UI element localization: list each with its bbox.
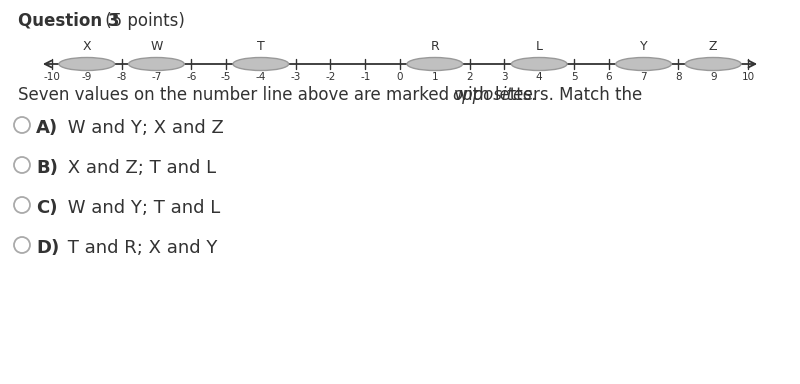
Text: X: X [82,40,91,53]
Text: 0: 0 [397,72,403,82]
Text: -6: -6 [186,72,196,82]
Text: W: W [150,40,162,53]
Text: -9: -9 [82,72,92,82]
Text: R: R [430,40,439,53]
Text: Seven values on the number line above are marked with letters. Match the: Seven values on the number line above ar… [18,86,647,104]
Text: A): A) [36,119,58,137]
Ellipse shape [59,58,114,71]
Text: -1: -1 [360,72,370,82]
Text: Y: Y [640,40,647,53]
Text: opposites.: opposites. [452,86,538,104]
Ellipse shape [686,58,741,71]
Text: (5 points): (5 points) [100,12,185,30]
Ellipse shape [616,58,671,71]
Text: 8: 8 [675,72,682,82]
Text: X and Z; T and L: X and Z; T and L [62,159,216,177]
Text: Question 3: Question 3 [18,12,119,30]
Text: 5: 5 [570,72,578,82]
Text: B): B) [36,159,58,177]
Ellipse shape [233,58,289,71]
Text: -8: -8 [117,72,126,82]
Text: C): C) [36,199,58,217]
Text: 10: 10 [742,72,754,82]
Text: 4: 4 [536,72,542,82]
Text: -5: -5 [221,72,231,82]
Ellipse shape [407,58,462,71]
Text: -10: -10 [43,72,61,82]
Text: -2: -2 [326,72,335,82]
Text: -4: -4 [256,72,266,82]
Text: L: L [536,40,542,53]
Text: W and Y; X and Z: W and Y; X and Z [62,119,224,137]
Text: 1: 1 [431,72,438,82]
Text: 9: 9 [710,72,717,82]
Text: 3: 3 [501,72,508,82]
Text: -3: -3 [290,72,301,82]
Text: D): D) [36,239,59,257]
Text: T and R; X and Y: T and R; X and Y [62,239,218,257]
Text: -7: -7 [151,72,162,82]
Text: Z: Z [709,40,718,53]
Ellipse shape [129,58,184,71]
Text: W and Y; T and L: W and Y; T and L [62,199,220,217]
Text: 2: 2 [466,72,473,82]
Ellipse shape [511,58,567,71]
Text: T: T [257,40,265,53]
Text: 6: 6 [606,72,612,82]
Text: 7: 7 [640,72,647,82]
